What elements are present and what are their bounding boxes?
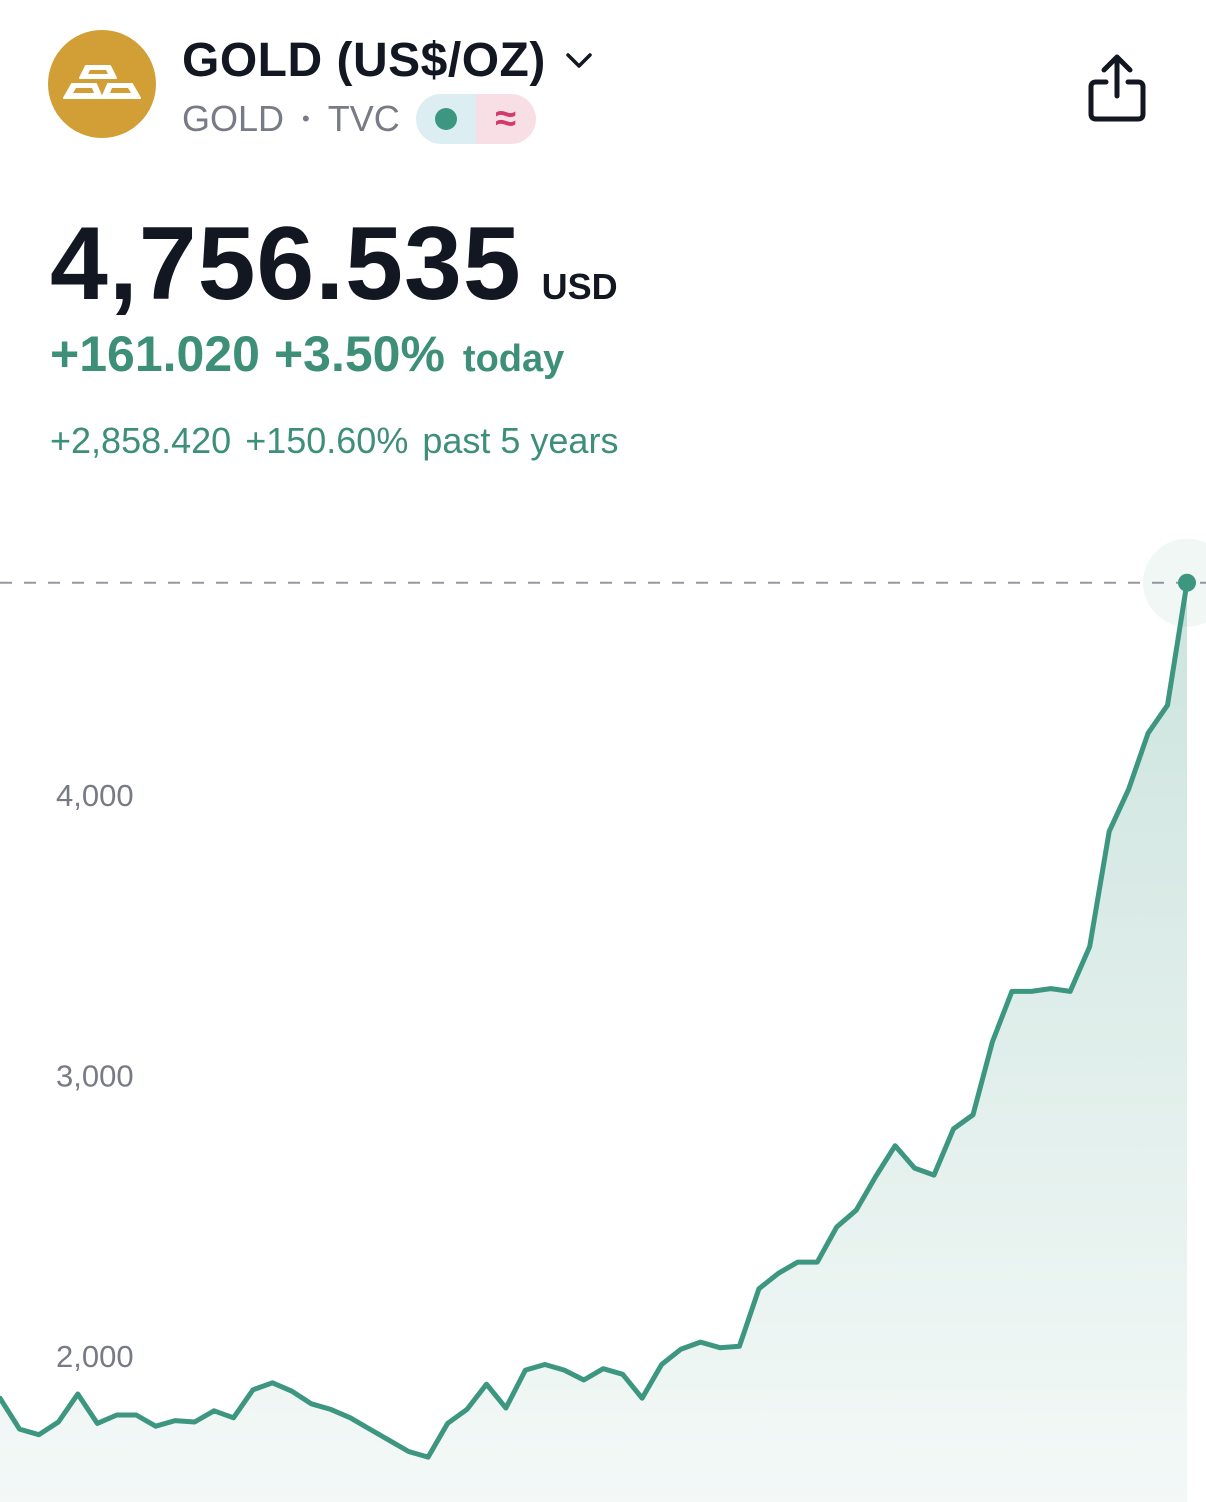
price-row: 4,756.535 USD xyxy=(50,205,618,324)
approx-icon: ≈ xyxy=(495,98,517,140)
market-open-dot-icon xyxy=(434,108,457,130)
change-period: +2,858.420 +150.60% past 5 years xyxy=(50,420,618,462)
last-price: 4,756.535 xyxy=(50,206,522,322)
symbol-subtitle: GOLD • TVC ≈ xyxy=(182,94,536,144)
y-tick-label: 3,000 xyxy=(56,1059,134,1094)
approx-badge[interactable]: ≈ xyxy=(475,94,536,144)
change-today: +161.020 +3.50% today xyxy=(50,325,564,383)
change-today-abs: +161.020 xyxy=(50,326,260,382)
share-icon[interactable] xyxy=(1086,52,1148,124)
price-currency: USD xyxy=(541,266,618,307)
symbol-code: GOLD xyxy=(182,98,285,139)
price-area xyxy=(0,582,1187,1502)
exchange-name: TVC xyxy=(327,98,400,139)
change-today-label: today xyxy=(462,338,565,380)
y-tick-label: 2,000 xyxy=(56,1339,134,1374)
last-point-marker[interactable] xyxy=(1178,573,1196,592)
change-period-label: past 5 years xyxy=(422,420,619,461)
last-point-halo xyxy=(1143,538,1206,627)
y-tick-label: 4,000 xyxy=(56,778,134,813)
chevron-down-icon[interactable] xyxy=(562,43,596,77)
symbol-title[interactable]: GOLD (US$/OZ) xyxy=(182,33,546,87)
gold-logo xyxy=(48,30,156,138)
symbol-title-row[interactable]: GOLD (US$/OZ) xyxy=(182,30,596,90)
change-today-pct: +3.50% xyxy=(273,326,445,382)
separator-dot: • xyxy=(302,106,310,131)
market-open-badge[interactable] xyxy=(415,94,476,144)
price-line[interactable] xyxy=(0,580,1190,1460)
gold-bars-icon xyxy=(63,65,141,99)
change-period-abs: +2,858.420 xyxy=(50,420,232,461)
price-chart[interactable]: 2,000 3,000 4,000 xyxy=(0,520,1206,1502)
change-period-pct: +150.60% xyxy=(245,420,409,461)
status-badges[interactable]: ≈ xyxy=(415,94,536,144)
